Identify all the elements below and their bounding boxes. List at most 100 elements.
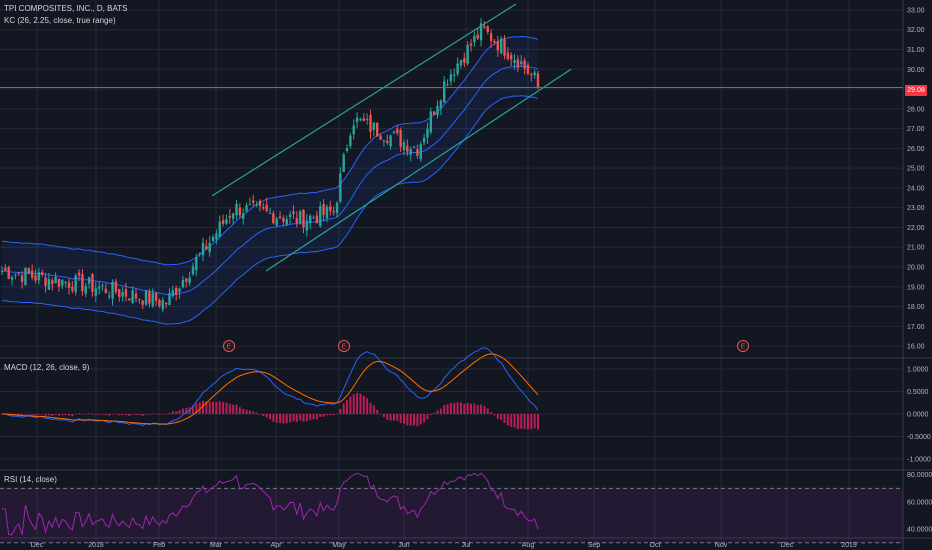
macd-histogram-bar bbox=[476, 404, 479, 414]
candle-body bbox=[272, 213, 275, 224]
candle-body bbox=[37, 272, 41, 281]
candle-body bbox=[352, 125, 355, 135]
candle-body bbox=[0, 271, 4, 273]
macd-histogram-bar bbox=[155, 413, 158, 415]
candle-body bbox=[27, 268, 30, 274]
candle-body bbox=[503, 39, 506, 56]
candle-body bbox=[379, 135, 382, 140]
macd-histogram-bar bbox=[429, 414, 432, 416]
macd-histogram-bar bbox=[456, 402, 459, 414]
candle-body bbox=[520, 61, 523, 64]
macd-histogram-bar bbox=[24, 414, 27, 415]
time-tick-label: Mar bbox=[210, 542, 223, 549]
candle-body bbox=[94, 288, 97, 296]
candle-body bbox=[208, 242, 211, 253]
macd-histogram-bar bbox=[325, 414, 328, 416]
macd-histogram-bar bbox=[128, 414, 131, 416]
candle-body bbox=[81, 274, 84, 292]
keltner-upper bbox=[1, 35, 539, 266]
time-tick-label: May bbox=[332, 542, 346, 549]
macd-histogram-bar bbox=[212, 401, 215, 414]
macd-histogram-bar bbox=[366, 398, 369, 414]
macd-histogram-bar bbox=[145, 414, 148, 415]
macd-histogram-bar bbox=[208, 401, 211, 414]
candle-body bbox=[148, 291, 151, 304]
price-tick-label: 27.00 bbox=[907, 126, 925, 133]
candle-body bbox=[30, 270, 34, 278]
price-tick-label: 26.00 bbox=[907, 146, 925, 153]
candle-body bbox=[463, 58, 466, 63]
macd-tick-label: 1.0000 bbox=[907, 367, 929, 374]
candle-body bbox=[422, 138, 426, 143]
macd-histogram-bar bbox=[510, 414, 513, 427]
macd-histogram-bar bbox=[131, 414, 134, 415]
candle-body bbox=[198, 253, 201, 255]
macd-histogram-bar bbox=[57, 414, 60, 416]
macd-histogram-bar bbox=[175, 411, 178, 414]
candle-body bbox=[114, 281, 118, 293]
candle-body bbox=[17, 272, 20, 274]
candle-body bbox=[121, 291, 124, 297]
candle-body bbox=[453, 74, 456, 76]
macd-histogram-bar bbox=[486, 408, 489, 414]
lower-trendline bbox=[265, 68, 572, 272]
macd-histogram-bar bbox=[108, 414, 111, 416]
macd-histogram-bar bbox=[54, 414, 57, 416]
candle-body bbox=[211, 237, 215, 242]
candle-body bbox=[245, 205, 248, 212]
macd-histogram-bar bbox=[503, 414, 506, 423]
candle-body bbox=[449, 74, 453, 82]
macd-histogram-bar bbox=[195, 403, 198, 414]
macd-histogram-bar bbox=[61, 414, 64, 416]
time-tick-label: 2018 bbox=[88, 542, 104, 549]
price-tick-label: 32.00 bbox=[907, 27, 925, 34]
candle-body bbox=[185, 278, 188, 282]
candle-body bbox=[523, 60, 526, 69]
candle-body bbox=[489, 33, 493, 42]
candle-body bbox=[181, 279, 185, 288]
time-tick-label: Dec bbox=[31, 542, 44, 549]
candle-body bbox=[151, 292, 154, 306]
macd-histogram-bar bbox=[228, 403, 231, 414]
candle-body bbox=[131, 290, 134, 303]
macd-histogram-bar bbox=[121, 414, 124, 415]
candle-body bbox=[10, 277, 14, 280]
macd-histogram-bar bbox=[436, 410, 439, 414]
candle-body bbox=[7, 267, 10, 279]
candles bbox=[0, 18, 540, 313]
candle-body bbox=[416, 149, 419, 156]
macd-histogram-bar bbox=[416, 414, 419, 427]
candle-body bbox=[399, 130, 402, 147]
macd-histogram-bar bbox=[329, 414, 332, 416]
macd-histogram-bar bbox=[84, 414, 87, 415]
rsi-tick-label: 60.0000 bbox=[907, 499, 932, 506]
price-tick-label: 22.00 bbox=[907, 225, 925, 232]
candle-body bbox=[118, 288, 121, 297]
macd-histogram-bar bbox=[423, 414, 426, 423]
candle-body bbox=[436, 106, 439, 116]
rsi-pane bbox=[0, 472, 903, 544]
macd-histogram-bar bbox=[483, 406, 486, 414]
macd-histogram-bar bbox=[516, 414, 519, 430]
macd-histogram-bar bbox=[222, 402, 225, 414]
candle-body bbox=[47, 278, 51, 290]
candle-body bbox=[64, 281, 67, 283]
candle-body bbox=[101, 285, 104, 287]
candle-body bbox=[238, 207, 242, 216]
macd-histogram-bar bbox=[94, 414, 97, 415]
macd-histogram-bar bbox=[64, 414, 67, 416]
candle-body bbox=[188, 277, 191, 284]
candle-body bbox=[74, 275, 77, 293]
macd-histogram-bar bbox=[453, 402, 456, 414]
macd-histogram-bar bbox=[138, 414, 141, 416]
macd-histogram-bar bbox=[392, 414, 395, 421]
macd-histogram-bar bbox=[158, 414, 161, 415]
candle-body bbox=[396, 128, 399, 133]
macd-histogram-bar bbox=[238, 407, 241, 414]
macd-histogram-bar bbox=[399, 414, 402, 424]
macd-histogram-bar bbox=[520, 414, 523, 429]
candle-body bbox=[262, 207, 265, 209]
time-tick-label: Oct bbox=[650, 542, 661, 549]
candle-body bbox=[51, 280, 54, 285]
